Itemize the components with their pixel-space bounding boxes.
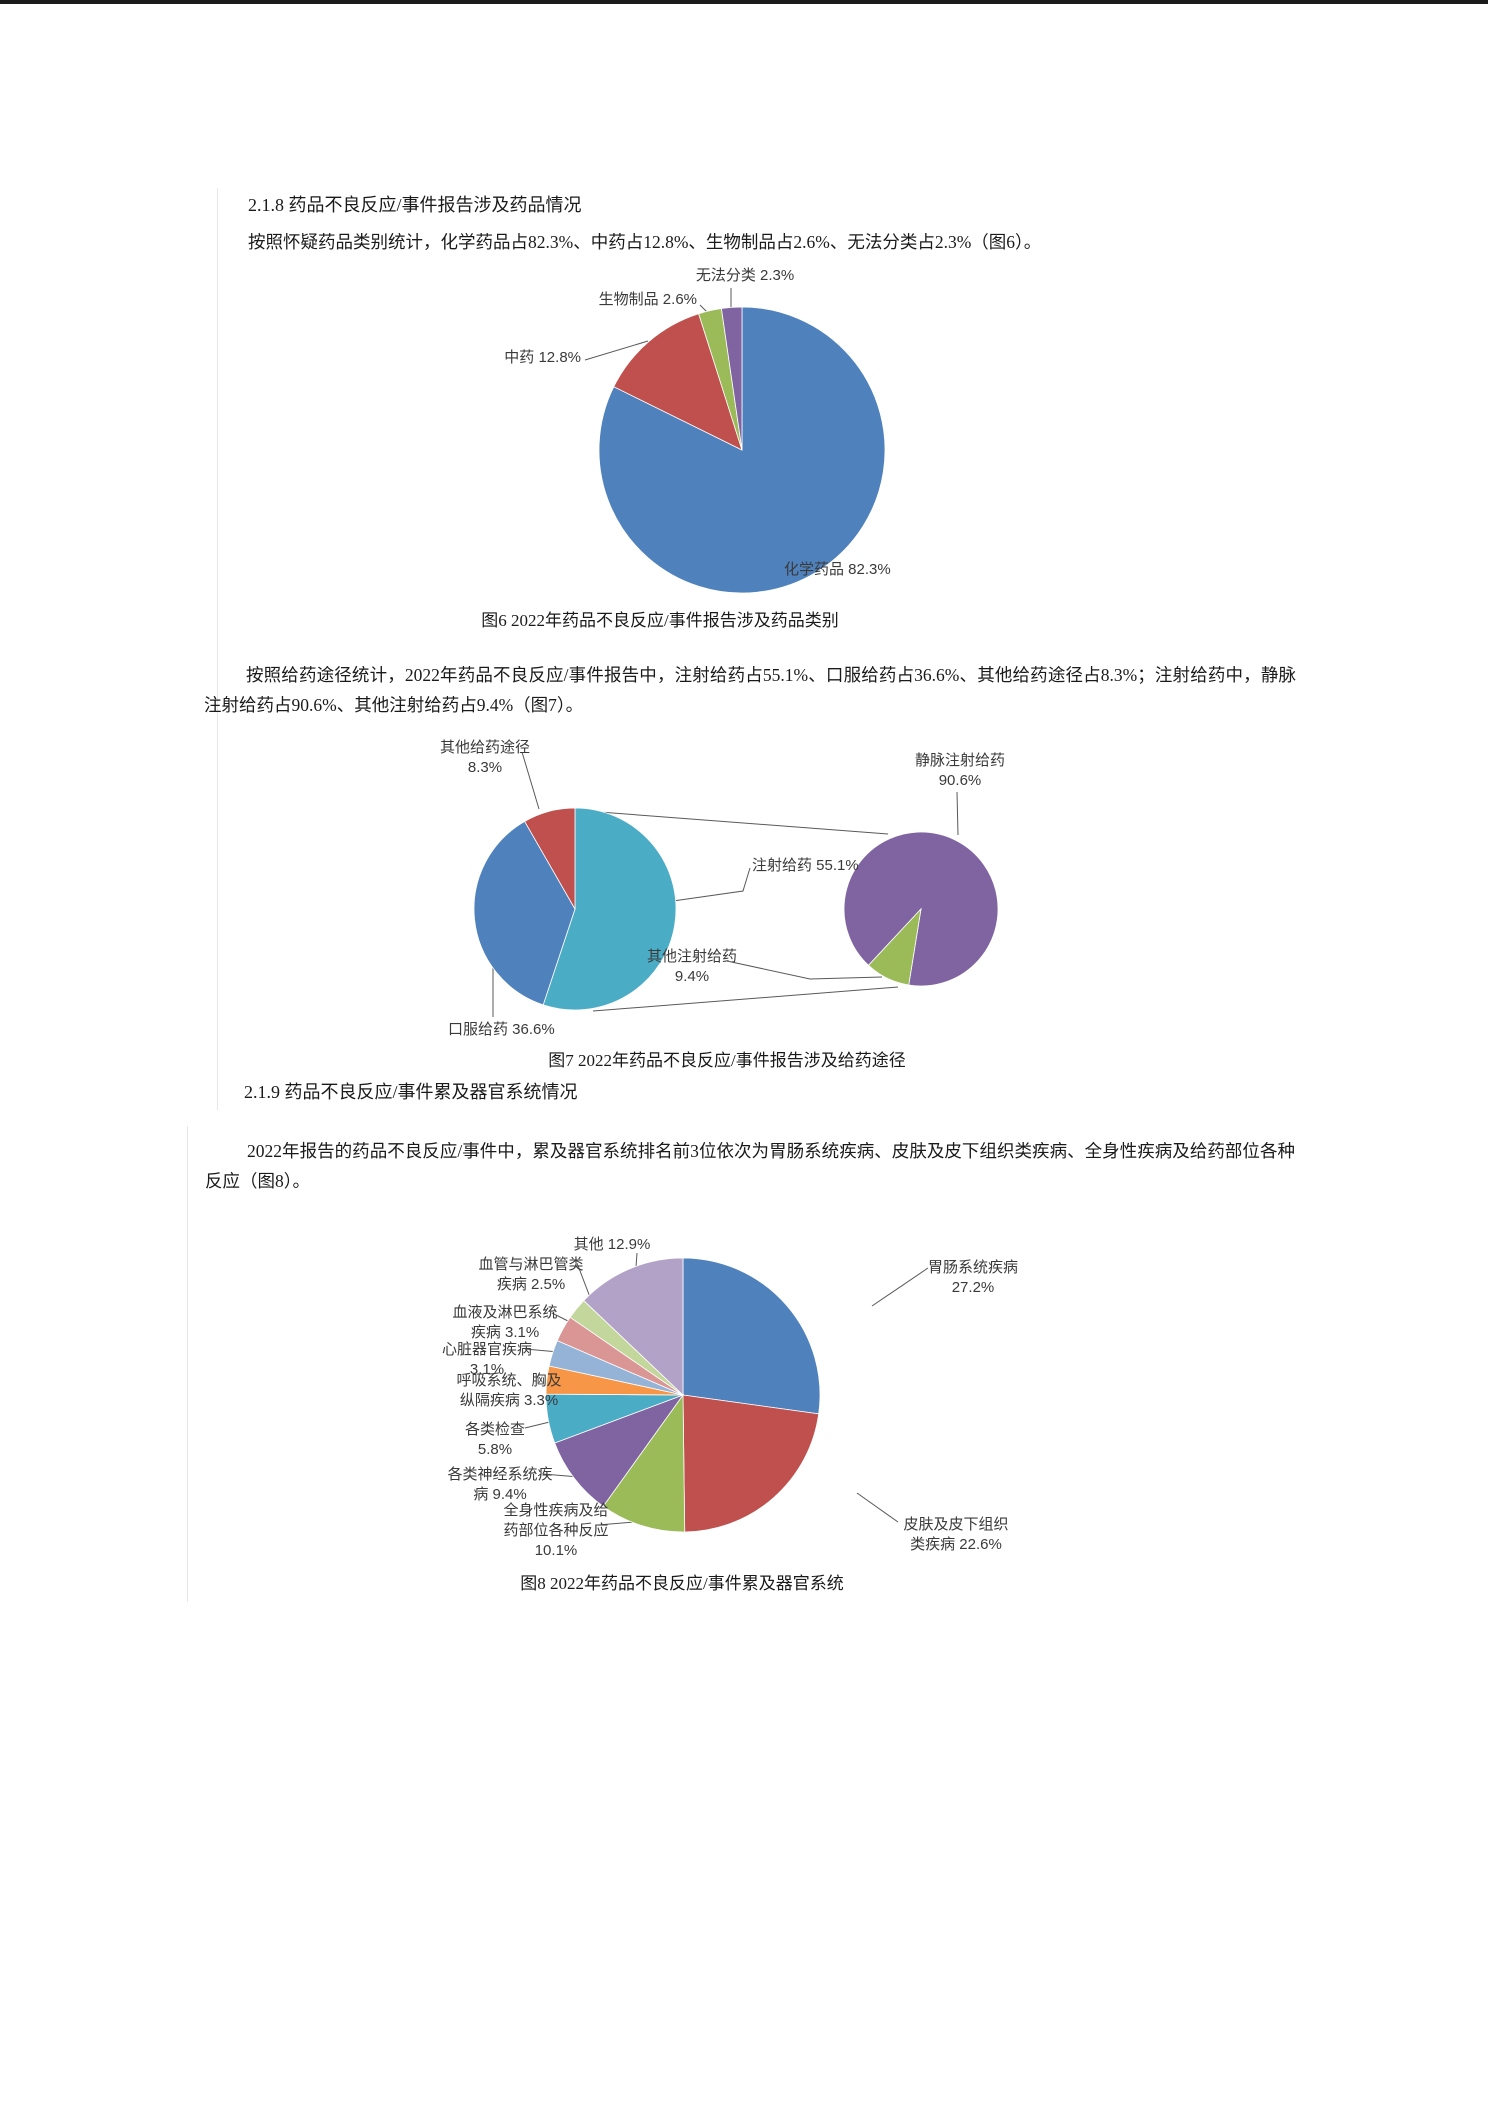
pie-slice-其他 <box>583 1257 684 1396</box>
callout-general-disorders: 全身性疾病及给 药部位各种反应 10.1% <box>503 1502 609 1559</box>
callout-investigations: 各类检查 5.8% <box>464 1421 525 1458</box>
pie-slice-注射给药 <box>542 807 677 1011</box>
figure-6-pie-drug-category: 无法分类 2.3% 生物制品 2.6% 中药 12.8% 化学药品 82.3% <box>390 260 1030 632</box>
pie-slice-各类神经系统疾病 <box>554 1394 685 1507</box>
callout-tcm: 中药 12.8% <box>504 349 581 366</box>
figure-8-caption: 图8 2022年药品不良反应/事件累及器官系统 <box>520 1574 844 1593</box>
leader-line <box>658 867 751 904</box>
figure-6-caption: 图6 2022年药品不良反应/事件报告涉及药品类别 <box>481 611 839 630</box>
pie-connector-line <box>585 810 889 835</box>
pie-slice-中药 <box>613 313 743 451</box>
callout-nervous-system: 各类神经系统疾 病 9.4% <box>447 1466 553 1503</box>
section-heading-2-1-9: 2.1.9 药品不良反应/事件累及器官系统情况 <box>244 1082 578 1102</box>
pie-slice-其他注射给药 <box>867 907 922 986</box>
leader-lines-fig7 <box>492 751 959 1017</box>
callout-oral: 口服给药 36.6% <box>448 1021 555 1038</box>
page-top-border <box>0 0 1488 4</box>
leader-line <box>584 340 649 361</box>
leader-line <box>856 1492 899 1523</box>
leader-line <box>956 791 959 836</box>
pie-chart-drug-category <box>598 306 886 594</box>
callout-blood-lymph: 血液及淋巴系统 疾病 3.1% <box>452 1304 558 1341</box>
callout-cardiac: 心脏器官疾病 3.1% <box>441 1341 532 1378</box>
leader-line <box>871 1267 929 1307</box>
pie-chart-admin-route-main <box>473 807 677 1011</box>
pie-slice-皮肤及皮下组织类疾病 <box>682 1394 820 1533</box>
leader-line <box>726 960 883 980</box>
callout-skin: 皮肤及皮下组织 类疾病 22.6% <box>903 1516 1009 1553</box>
leader-line <box>521 751 540 810</box>
callout-chemical-drugs: 化学药品 82.3% <box>784 561 891 578</box>
pie-connector-line <box>592 986 899 1012</box>
paragraph-organ-system: 2022年报告的药品不良反应/事件中，累及器官系统排名前3位依次为胃肠系统疾病、… <box>205 1141 1295 1191</box>
callout-injection: 注射给药 55.1% <box>752 857 859 874</box>
section-border-line <box>187 1126 188 1602</box>
callout-gastrointestinal: 胃肠系统疾病 27.2% <box>927 1259 1018 1296</box>
paragraph-drug-category: 按照怀疑药品类别统计，化学药品占82.3%、中药占12.8%、生物制品占2.6%… <box>248 232 1042 252</box>
pie-slice-口服给药 <box>473 820 576 1006</box>
leader-line <box>635 1252 638 1268</box>
callout-respiratory: 呼吸系统、胸及 纵隔疾病 3.3% <box>456 1372 562 1409</box>
callout-other-organ: 其他 12.9% <box>573 1236 651 1253</box>
callout-other-injection: 其他注射给药 9.4% <box>646 948 737 985</box>
pie-slice-其他给药途径 <box>524 807 576 911</box>
pie-slice-全身性疾病及给药部位各种反应 <box>602 1393 686 1533</box>
callout-other-route: 其他给药途径 8.3% <box>439 739 530 776</box>
figure-8-pie-organ-system: 其他 12.9% 血管与淋巴管类 疾病 2.5% 血液及淋巴系统 疾病 3.1%… <box>380 1225 1060 1560</box>
callout-iv-injection: 静脉注射给药 90.6% <box>914 752 1005 789</box>
callout-biologics: 生物制品 2.6% <box>598 291 697 308</box>
section-border-line <box>217 188 218 1110</box>
pie-chart-injection-breakdown <box>843 831 999 987</box>
pie-chart-organ-system <box>545 1257 821 1533</box>
paragraph-admin-route: 按照给药途径统计，2022年药品不良反应/事件报告中，注射给药占55.1%、口服… <box>204 665 1296 715</box>
figure-7-pie-admin-route: 其他给药途径 8.3% 静脉注射给药 90.6% 注射给药 55.1% 其他注射… <box>390 735 1050 1045</box>
pie-slice-无法分类 <box>720 306 743 451</box>
figure-7-caption: 图7 2022年药品不良反应/事件报告涉及给药途径 <box>548 1051 906 1070</box>
callout-vascular: 血管与淋巴管类 疾病 2.5% <box>478 1256 584 1293</box>
pie-slice-胃肠系统疾病 <box>682 1257 821 1415</box>
callout-unclassified: 无法分类 2.3% <box>695 267 795 284</box>
section-heading-2-1-8: 2.1.8 药品不良反应/事件报告涉及药品情况 <box>248 195 582 215</box>
